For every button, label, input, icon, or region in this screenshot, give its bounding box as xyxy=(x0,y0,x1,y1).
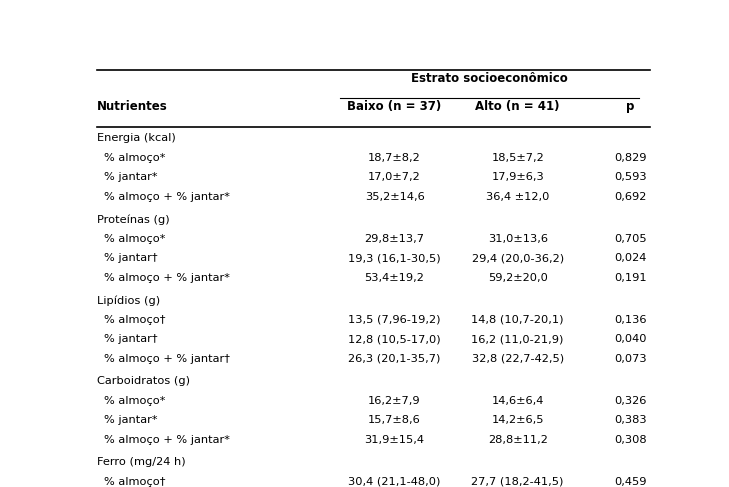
Text: 0,308: 0,308 xyxy=(615,435,647,445)
Text: 18,7±8,2: 18,7±8,2 xyxy=(368,153,421,163)
Text: 28,8±11,2: 28,8±11,2 xyxy=(488,435,547,445)
Text: 29,8±13,7: 29,8±13,7 xyxy=(364,234,424,244)
Text: % jantar*: % jantar* xyxy=(104,172,157,183)
Text: 17,9±6,3: 17,9±6,3 xyxy=(491,172,544,183)
Text: 14,8 (10,7-20,1): 14,8 (10,7-20,1) xyxy=(472,315,564,325)
Text: 16,2 (11,0-21,9): 16,2 (11,0-21,9) xyxy=(472,335,564,344)
Text: 18,5±7,2: 18,5±7,2 xyxy=(491,153,544,163)
Text: 19,3 (16,1-30,5): 19,3 (16,1-30,5) xyxy=(348,253,441,263)
Text: Carboidratos (g): Carboidratos (g) xyxy=(97,376,190,386)
Text: 26,3 (20,1-35,7): 26,3 (20,1-35,7) xyxy=(348,354,441,364)
Text: 0,459: 0,459 xyxy=(615,477,647,487)
Text: Energia (kcal): Energia (kcal) xyxy=(97,133,176,144)
Text: % almoço + % jantar*: % almoço + % jantar* xyxy=(104,192,230,202)
Text: 0,136: 0,136 xyxy=(615,315,647,325)
Text: 27,7 (18,2-41,5): 27,7 (18,2-41,5) xyxy=(472,477,564,487)
Text: 0,191: 0,191 xyxy=(615,273,647,283)
Text: 16,2±7,9: 16,2±7,9 xyxy=(368,396,421,406)
Text: 53,4±19,2: 53,4±19,2 xyxy=(364,273,424,283)
Text: 36,4 ±12,0: 36,4 ±12,0 xyxy=(486,192,550,202)
Text: Ferro (mg/24 h): Ferro (mg/24 h) xyxy=(97,457,185,468)
Text: Estrato socioeconômico: Estrato socioeconômico xyxy=(411,72,568,85)
Text: 15,7±8,6: 15,7±8,6 xyxy=(368,415,421,426)
Text: 29,4 (20,0-36,2): 29,4 (20,0-36,2) xyxy=(472,253,564,263)
Text: 0,829: 0,829 xyxy=(615,153,647,163)
Text: 35,2±14,6: 35,2±14,6 xyxy=(364,192,424,202)
Text: % almoço*: % almoço* xyxy=(104,234,165,244)
Text: % almoço†: % almoço† xyxy=(104,477,165,487)
Text: % jantar†: % jantar† xyxy=(104,335,157,344)
Text: 0,593: 0,593 xyxy=(615,172,647,183)
Text: 17,0±7,2: 17,0±7,2 xyxy=(368,172,421,183)
Text: 0,692: 0,692 xyxy=(615,192,647,202)
Text: 30,4 (21,1-48,0): 30,4 (21,1-48,0) xyxy=(348,477,441,487)
Text: % almoço*: % almoço* xyxy=(104,153,165,163)
Text: 13,5 (7,96-19,2): 13,5 (7,96-19,2) xyxy=(348,315,441,325)
Text: 0,326: 0,326 xyxy=(615,396,647,406)
Text: 31,9±15,4: 31,9±15,4 xyxy=(364,435,424,445)
Text: % almoço + % jantar*: % almoço + % jantar* xyxy=(104,273,230,283)
Text: % almoço*: % almoço* xyxy=(104,396,165,406)
Text: % jantar*: % jantar* xyxy=(104,415,157,426)
Text: % almoço + % jantar*: % almoço + % jantar* xyxy=(104,435,230,445)
Text: 0,705: 0,705 xyxy=(615,234,647,244)
Text: 59,2±20,0: 59,2±20,0 xyxy=(488,273,547,283)
Text: 32,8 (22,7-42,5): 32,8 (22,7-42,5) xyxy=(472,354,564,364)
Text: % almoço + % jantar†: % almoço + % jantar† xyxy=(104,354,230,364)
Text: 0,040: 0,040 xyxy=(615,335,647,344)
Text: Alto (n = 41): Alto (n = 41) xyxy=(475,100,560,113)
Text: 31,0±13,6: 31,0±13,6 xyxy=(488,234,547,244)
Text: Proteínas (g): Proteínas (g) xyxy=(97,214,169,225)
Text: Baixo (n = 37): Baixo (n = 37) xyxy=(348,100,442,113)
Text: 0,024: 0,024 xyxy=(615,253,647,263)
Text: 0,383: 0,383 xyxy=(615,415,647,426)
Text: % almoço†: % almoço† xyxy=(104,315,165,325)
Text: p: p xyxy=(626,100,635,113)
Text: Nutrientes: Nutrientes xyxy=(97,100,168,113)
Text: 14,6±6,4: 14,6±6,4 xyxy=(491,396,544,406)
Text: 14,2±6,5: 14,2±6,5 xyxy=(491,415,544,426)
Text: 0,073: 0,073 xyxy=(615,354,647,364)
Text: 12,8 (10,5-17,0): 12,8 (10,5-17,0) xyxy=(348,335,441,344)
Text: % jantar†: % jantar† xyxy=(104,253,157,263)
Text: Lipídios (g): Lipídios (g) xyxy=(97,296,160,306)
